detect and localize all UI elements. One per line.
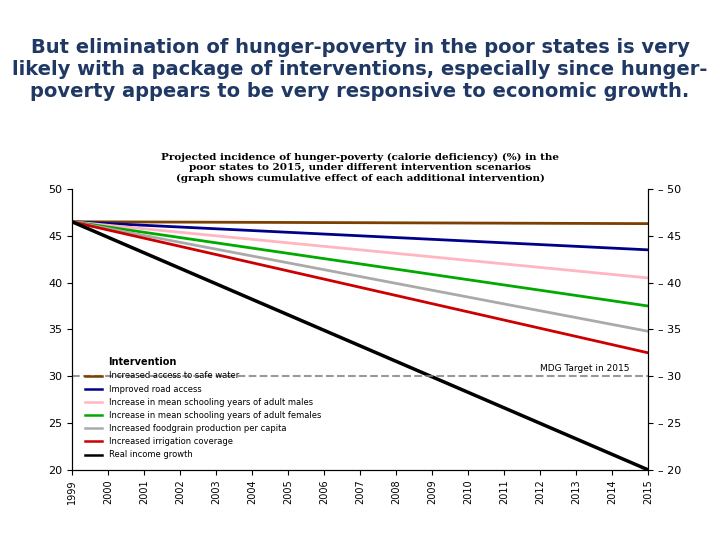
Text: But elimination of hunger-poverty in the poor states is very
likely with a packa: But elimination of hunger-poverty in the… (12, 38, 708, 101)
Text: MDG Target in 2015: MDG Target in 2015 (541, 364, 630, 373)
Legend: Intervention, Increased access to safe water, Improved road access, Increase in : Intervention, Increased access to safe w… (82, 354, 324, 463)
Title: Projected incidence of hunger-poverty (calorie deficiency) (%) in the
poor state: Projected incidence of hunger-poverty (c… (161, 153, 559, 183)
